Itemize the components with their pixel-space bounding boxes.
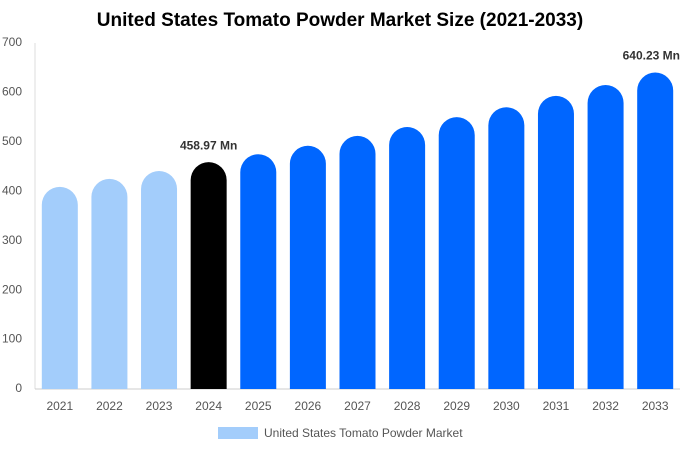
chart-title: United States Tomato Powder Market Size … — [97, 10, 583, 31]
y-tick-label: 0 — [15, 381, 22, 395]
x-tick-label: 2029 — [443, 399, 470, 413]
value-label: 458.97 Mn — [180, 138, 237, 152]
x-tick-label: 2028 — [394, 399, 421, 413]
x-tick-label: 2026 — [295, 399, 322, 413]
y-tick-label: 500 — [2, 134, 22, 148]
bar — [339, 135, 376, 389]
x-tick-label: 2027 — [344, 399, 371, 413]
x-tick-label: 2030 — [493, 399, 520, 413]
x-tick-label: 2025 — [245, 399, 272, 413]
legend-swatch — [218, 427, 258, 439]
value-label: 640.23 Mn — [623, 49, 680, 63]
legend-label: United States Tomato Powder Market — [264, 426, 463, 440]
bar — [389, 127, 426, 389]
x-tick-label: 2021 — [46, 399, 73, 413]
bar — [289, 145, 326, 389]
y-tick-label: 700 — [2, 35, 22, 49]
x-tick-label: 2023 — [146, 399, 173, 413]
y-tick-label: 600 — [2, 85, 22, 99]
bar — [190, 162, 227, 389]
y-tick-label: 400 — [2, 183, 22, 197]
bar — [141, 171, 178, 389]
bar — [240, 154, 277, 389]
bar — [438, 117, 475, 389]
bar — [587, 85, 624, 389]
bar — [91, 178, 128, 389]
bar — [637, 72, 674, 389]
bar — [488, 107, 525, 390]
bar — [537, 95, 574, 389]
x-tick-label: 2032 — [592, 399, 619, 413]
x-tick-label: 2033 — [642, 399, 669, 413]
x-tick-label: 2022 — [96, 399, 123, 413]
y-tick-label: 200 — [2, 282, 22, 296]
y-tick-label: 100 — [2, 332, 22, 346]
bar — [41, 186, 78, 389]
y-tick-label: 300 — [2, 233, 22, 247]
x-tick-label: 2024 — [195, 399, 222, 413]
x-tick-label: 2031 — [543, 399, 570, 413]
